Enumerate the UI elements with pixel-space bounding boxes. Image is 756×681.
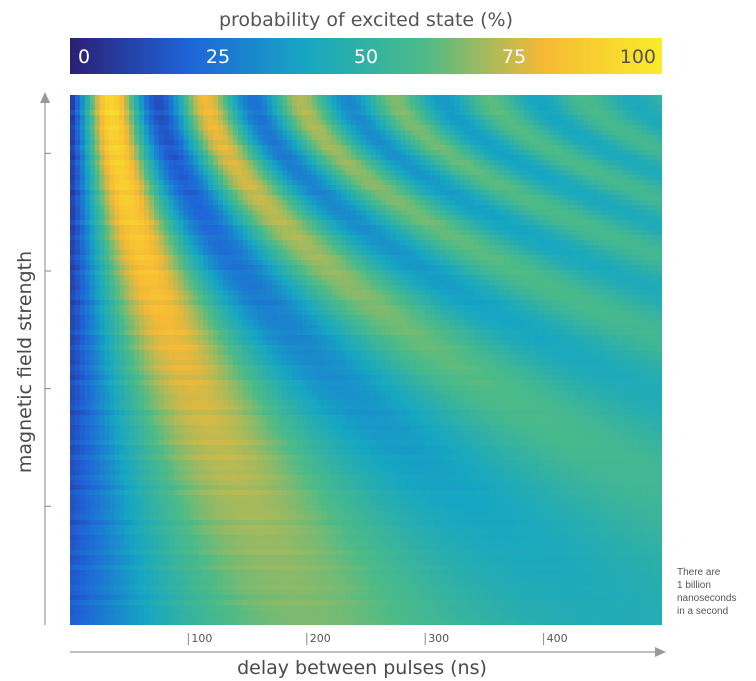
x-tick-label: 100 [191, 632, 212, 645]
colorbar-tick-label: 100 [620, 46, 656, 68]
colorbar-title: probability of excited state (%) [219, 9, 513, 31]
y-axis-ticks [45, 152, 51, 507]
colorbar [70, 38, 662, 74]
x-tick-label: 400 [547, 632, 568, 645]
x-axis-label: delay between pulses (ns) [237, 657, 487, 679]
colorbar-tick-labels: 0 25 50 75 100 [78, 46, 656, 68]
y-axis [40, 92, 51, 625]
x-axis-arrow-icon [655, 647, 666, 657]
colorbar-tick-label: 0 [78, 46, 90, 68]
y-axis-arrow-icon [40, 92, 50, 103]
x-axis-ticks: 100 200 300 400 [187, 632, 568, 645]
annotation-line: There are [677, 567, 721, 578]
annotation-line: in a second [677, 606, 729, 617]
x-tick-label: 300 [428, 632, 449, 645]
heatmap-plot [70, 95, 662, 625]
colorbar-tick-label: 50 [354, 46, 378, 68]
x-axis: 100 200 300 400 [70, 632, 666, 657]
y-axis-label: magnetic field strength [14, 251, 36, 473]
annotation-line: 1 billion [677, 580, 711, 591]
x-tick-label: 200 [310, 632, 331, 645]
annotation-note: There are 1 billion nanoseconds in a sec… [677, 566, 755, 618]
colorbar-tick-label: 25 [206, 46, 230, 68]
annotation-line: nanoseconds [677, 593, 737, 604]
colorbar-tick-label: 75 [502, 46, 526, 68]
